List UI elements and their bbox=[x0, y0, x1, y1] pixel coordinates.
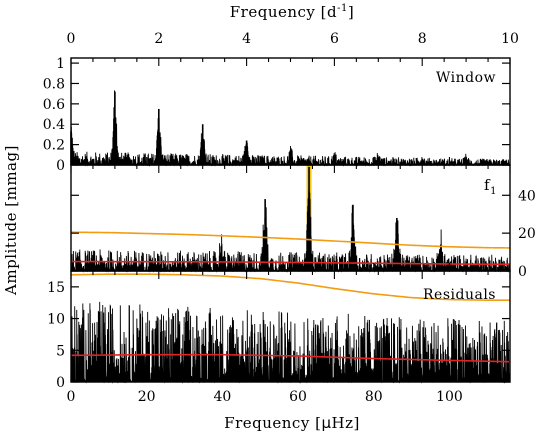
window-ytick-label: 0.8 bbox=[43, 76, 65, 92]
window-panel: 0 0.2 0.4 0.6 0.8 1 Window bbox=[43, 56, 511, 174]
bottom-tick-label: 100 bbox=[436, 389, 463, 405]
window-spectrum-group bbox=[70, 90, 511, 167]
bottom-tick-label: 40 bbox=[213, 389, 231, 405]
f1-spectrum-group bbox=[70, 165, 511, 273]
top-tick-label: 8 bbox=[418, 31, 427, 47]
f1-ytick-label: 40 bbox=[518, 188, 536, 204]
top-tick-label: 0 bbox=[67, 31, 76, 47]
f1-red-noise-curve bbox=[71, 260, 511, 266]
bottom-tick-labels: 0 20 40 60 80 100 bbox=[67, 389, 463, 405]
residuals-spectrum-group bbox=[70, 273, 511, 384]
bottom-axis-title: Frequency [μHz] bbox=[224, 414, 360, 432]
window-ytick-label: 0 bbox=[56, 158, 65, 174]
residuals-ytick-label: 0 bbox=[56, 375, 65, 391]
bottom-tick-label: 0 bbox=[67, 389, 76, 405]
y-axis-title: Amplitude [mmag] bbox=[2, 145, 20, 296]
f1-orange-threshold-curve bbox=[70, 231, 511, 249]
top-tick-label: 10 bbox=[501, 31, 519, 47]
top-axis-title: Frequency [d-1] bbox=[230, 3, 354, 21]
f1-spectrum-line bbox=[70, 181, 511, 273]
bottom-tick-label: 60 bbox=[289, 389, 307, 405]
window-ytick-label: 0.6 bbox=[43, 97, 65, 113]
f1-ytick-label: 0 bbox=[518, 264, 527, 280]
f1-panel-label: f1 bbox=[484, 176, 497, 197]
top-tick-label: 2 bbox=[154, 31, 163, 47]
bottom-tick-label: 80 bbox=[365, 389, 383, 405]
window-panel-label: Window bbox=[436, 70, 496, 86]
residuals-orange-threshold-curve bbox=[70, 273, 510, 301]
window-ytick-label: 0.4 bbox=[43, 117, 65, 133]
residuals-ytick-label: 15 bbox=[47, 280, 65, 296]
residuals-ytick-label: 10 bbox=[47, 312, 65, 328]
window-ytick-label: 1 bbox=[56, 56, 65, 72]
f1-panel: 0 20 40 f1 bbox=[70, 165, 536, 280]
residuals-red-noise-curve bbox=[70, 353, 511, 363]
window-ytick-labels: 0 0.2 0.4 0.6 0.8 1 bbox=[43, 56, 65, 174]
top-tick-label: 6 bbox=[330, 31, 339, 47]
f1-panel-frame bbox=[70, 164, 511, 272]
f1-ytick-label: 20 bbox=[518, 226, 536, 242]
residuals-spectrum-line bbox=[70, 301, 511, 384]
f1-ytick-labels: 0 20 40 bbox=[518, 188, 536, 280]
window-ytick-label: 0.2 bbox=[43, 138, 65, 154]
top-tick-label: 4 bbox=[242, 31, 251, 47]
top-tick-labels: 0 2 4 6 8 10 bbox=[67, 31, 519, 47]
residuals-ytick-labels: 0 5 10 15 bbox=[47, 280, 65, 391]
residuals-panel: 0 5 10 15 Residuals bbox=[47, 273, 511, 391]
frames-group bbox=[70, 57, 511, 383]
residuals-panel-label: Residuals bbox=[423, 287, 496, 303]
residuals-ytick-label: 5 bbox=[56, 343, 65, 359]
bottom-tick-label: 20 bbox=[138, 389, 156, 405]
